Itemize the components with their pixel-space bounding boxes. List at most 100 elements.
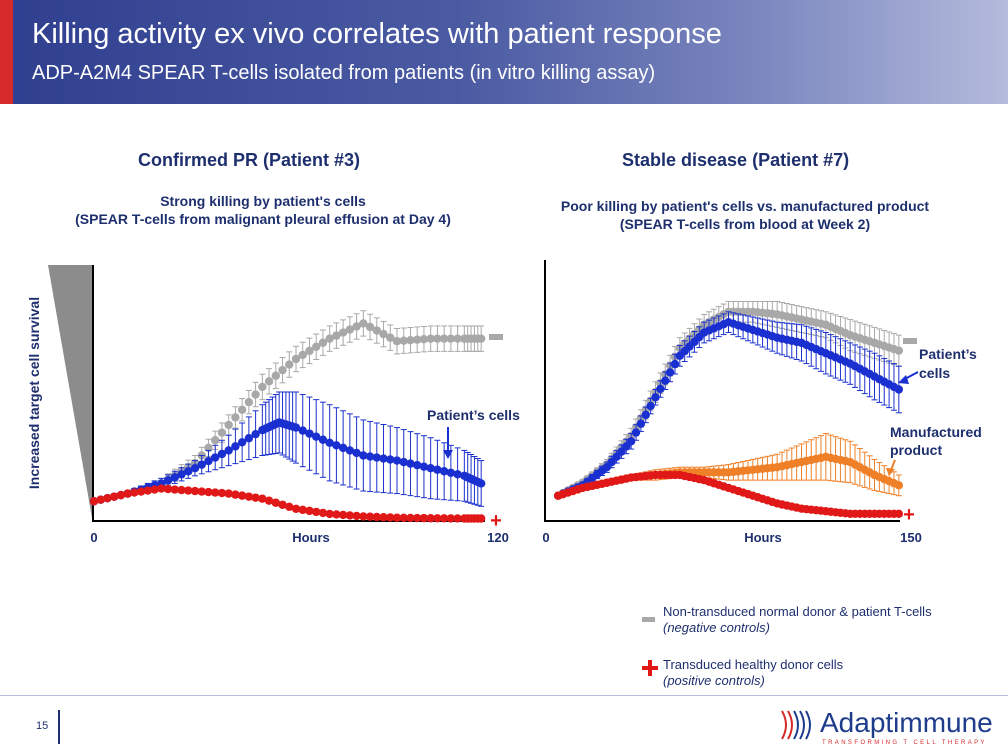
left-pos-point — [426, 514, 435, 523]
right-x-axis-label: Hours — [744, 530, 782, 545]
page-number-bar — [58, 710, 60, 744]
left-neg-point — [453, 334, 462, 343]
left-patient-point — [204, 456, 213, 466]
left-neg-point — [413, 335, 422, 344]
left-neg-point — [224, 420, 233, 430]
left-pos-point — [217, 488, 227, 498]
right-manufactured-annotation-line1: Manufactured — [890, 424, 982, 440]
left-pos-point — [204, 487, 213, 497]
left-panel-subtitle: Strong killing by patient's cells (SPEAR… — [58, 192, 468, 228]
left-pos-point — [103, 493, 112, 503]
left-patient-point — [439, 467, 449, 476]
left-patient-point — [217, 449, 227, 459]
left-pos-point — [136, 487, 146, 496]
left-pos-point — [197, 487, 206, 496]
right-panel-subtitle-line1: Poor killing by patient's cells vs. manu… — [560, 198, 930, 214]
left-pos-point — [325, 509, 334, 519]
left-x-tick-120: 120 — [487, 530, 509, 545]
left-pos-point — [130, 488, 139, 497]
left-neg-point — [211, 436, 220, 445]
right-patient-point — [670, 359, 680, 369]
right-panel-subtitle: Poor killing by patient's cells vs. manu… — [540, 197, 950, 233]
left-patient-point — [251, 429, 260, 439]
left-patient-point — [453, 470, 462, 479]
right-x-tick-150: 150 — [900, 530, 922, 545]
left-pos-point — [237, 491, 247, 500]
header-accent-bar — [0, 0, 13, 104]
left-pos-point — [453, 514, 462, 523]
left-pos-point — [446, 514, 456, 523]
left-neg-point — [392, 337, 402, 346]
adaptimmune-logo-text: Adaptimmune — [820, 707, 993, 738]
legend-negative-line1: Non-transduced normal donor & patient T-… — [663, 604, 932, 619]
left-patient-point — [244, 434, 254, 443]
left-pos-point — [399, 513, 408, 523]
right-manufactured-annotation-line2: product — [890, 442, 942, 458]
left-pos-point — [476, 514, 486, 523]
left-patient-point — [170, 473, 179, 482]
right-patient-cells-annotation-line1: Patient’s — [919, 346, 977, 362]
left-neg-point — [433, 334, 442, 343]
left-pos-point — [332, 510, 341, 519]
right-panel-subtitle-line2: (SPEAR T-cells from blood at Week 2) — [619, 216, 871, 232]
left-neg-point — [244, 397, 254, 407]
left-neg-point — [325, 334, 334, 343]
header-banner — [0, 0, 1008, 104]
left-pos-point — [264, 496, 274, 505]
left-neg-point — [264, 377, 274, 386]
left-pos-point — [211, 488, 220, 497]
left-neg-point — [305, 346, 314, 356]
left-pos-point — [345, 511, 355, 520]
right-patient-point — [665, 368, 675, 377]
left-positive-marker: + — [490, 510, 502, 532]
left-patient-point — [379, 454, 388, 463]
left-pos-point — [123, 489, 132, 498]
left-negative-marker — [489, 334, 503, 340]
right-patient-arrow-head — [898, 375, 909, 384]
legend-negative-symbol — [642, 617, 655, 622]
left-pos-point — [305, 506, 314, 516]
adaptimmune-tagline: TRANSFORMING T CELL THERAPY — [822, 740, 987, 746]
left-patient-point — [426, 464, 435, 473]
left-patient-point — [419, 462, 429, 471]
left-neg-point — [365, 322, 375, 332]
left-panel-title: Confirmed PR (Patient #3) — [138, 150, 361, 170]
left-pos-point — [312, 507, 321, 517]
left-pos-point — [392, 513, 402, 522]
left-pos-point — [116, 490, 126, 500]
left-x-axis-label: Hours — [292, 530, 330, 545]
left-pos-point — [433, 514, 442, 523]
right-panel-title: Stable disease (Patient #7) — [622, 150, 850, 170]
left-patient-point — [406, 459, 415, 468]
left-pos-point — [170, 485, 179, 494]
left-patient-point — [318, 435, 328, 444]
right-manufactured-arrow-head — [886, 468, 895, 476]
left-pos-point — [143, 486, 153, 495]
left-neg-point — [439, 334, 449, 343]
left-pos-point — [110, 492, 119, 501]
page-number: 15 — [36, 720, 49, 732]
left-patient-point — [312, 432, 321, 441]
left-neg-point — [237, 405, 247, 414]
left-patient-point — [298, 426, 307, 435]
right-patient-point — [626, 437, 636, 446]
left-pos-point — [352, 511, 361, 521]
right-chart-series — [553, 300, 904, 519]
left-neg-point — [379, 329, 388, 339]
legend-negative-line2: (negative controls) — [663, 620, 770, 635]
left-pos-point — [224, 489, 233, 498]
left-patient-point — [476, 479, 486, 488]
left-patient-arrow-head — [443, 450, 453, 459]
left-patient-point — [237, 438, 247, 447]
right-patient-cells-annotation-line2: cells — [919, 365, 950, 381]
right-patient-point — [636, 419, 646, 428]
left-patient-point — [413, 460, 422, 470]
left-pos-point — [96, 495, 105, 504]
left-patient-point — [345, 446, 355, 455]
right-negative-marker — [903, 338, 917, 344]
legend-positive-text: Transduced healthy donor cells (positive… — [638, 657, 843, 689]
left-series-pos — [89, 484, 486, 523]
left-neg-point — [291, 354, 301, 364]
survival-gradient-wedge — [48, 265, 92, 518]
left-pos-point — [338, 510, 348, 520]
